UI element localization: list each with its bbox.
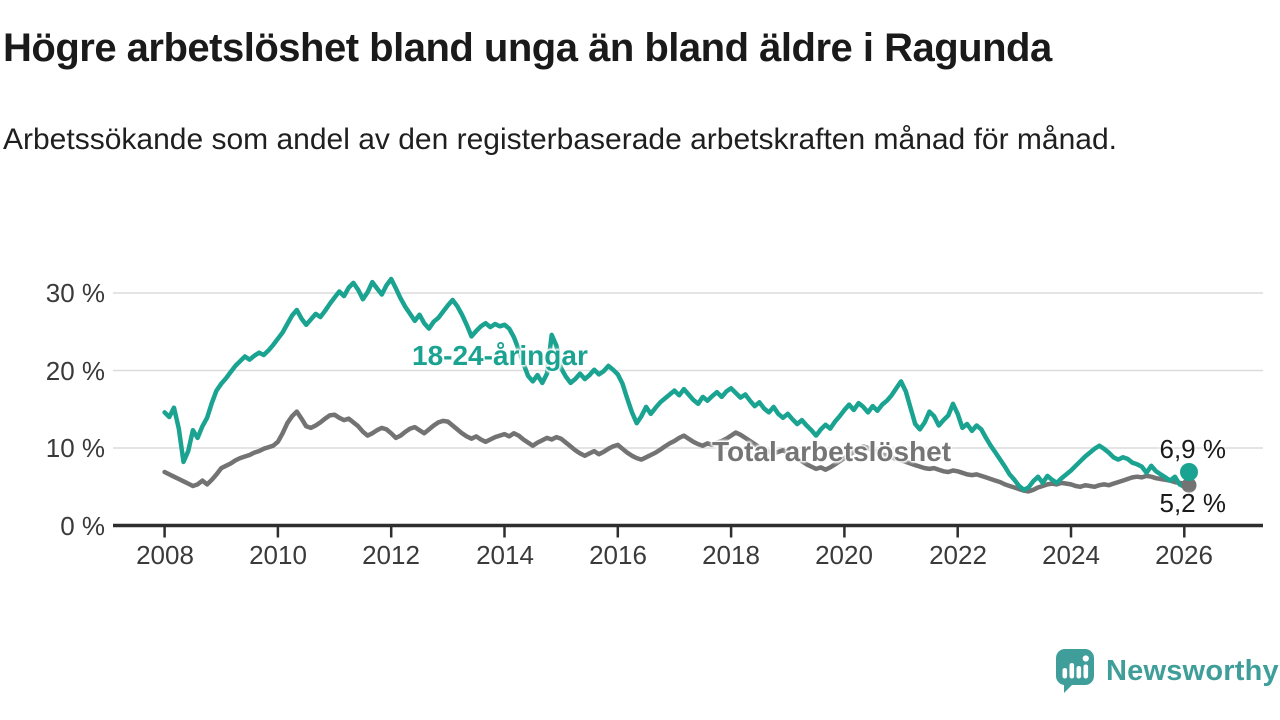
series-label-total: Total arbetslöshet <box>712 436 952 467</box>
y-axis-label: 0 % <box>60 511 105 541</box>
newsworthy-bubble-chart-icon <box>1056 649 1094 693</box>
y-axis-label: 30 % <box>45 278 105 308</box>
x-axis-label: 2012 <box>362 540 420 570</box>
x-axis-label: 2016 <box>589 540 647 570</box>
newsworthy-logo: Newsworthy <box>1054 647 1279 695</box>
x-axis-label: 2010 <box>249 540 307 570</box>
page-title: Högre arbetslöshet bland unga än bland ä… <box>3 26 1052 70</box>
y-axis-label: 10 % <box>45 433 105 463</box>
chart-subtitle: Arbetssökande som andel av den registerb… <box>3 123 1117 156</box>
x-axis-label: 2026 <box>1155 540 1213 570</box>
x-axis-label: 2008 <box>136 540 194 570</box>
x-axis-label: 2018 <box>702 540 760 570</box>
brand-name: Newsworthy <box>1106 654 1279 687</box>
x-axis-label: 2014 <box>476 540 534 570</box>
x-axis-label: 2020 <box>815 540 873 570</box>
end-value-total: 5,2 % <box>1159 488 1227 518</box>
end-value-young: 6,9 % <box>1159 434 1227 464</box>
y-axis-label: 20 % <box>45 356 105 386</box>
x-axis-label: 2022 <box>929 540 987 570</box>
series-label-young: 18-24-åringar <box>412 340 588 371</box>
x-axis-label: 2024 <box>1042 540 1100 570</box>
